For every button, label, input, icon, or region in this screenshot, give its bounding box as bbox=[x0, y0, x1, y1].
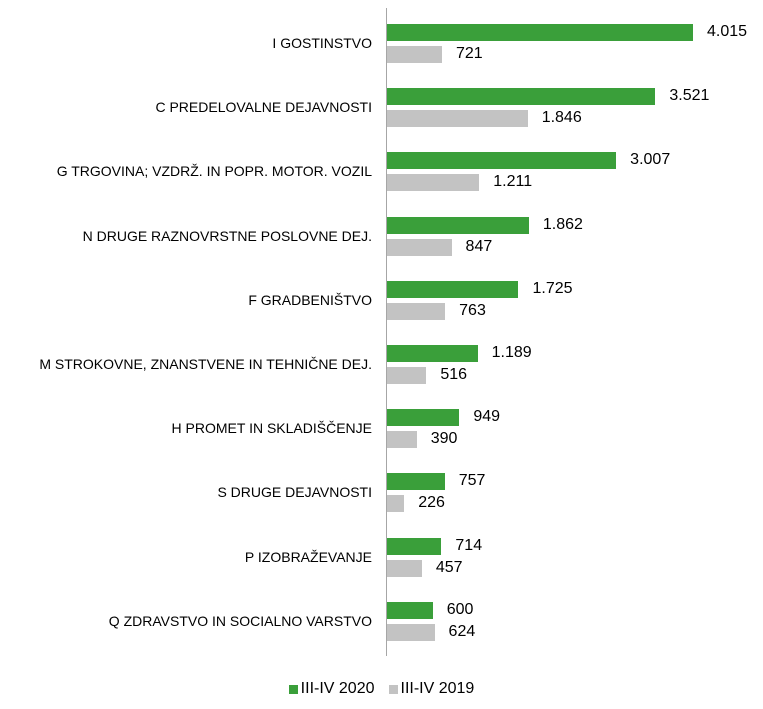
data-label: 516 bbox=[440, 366, 468, 383]
legend-label: III-IV 2019 bbox=[400, 680, 475, 697]
bar bbox=[387, 216, 529, 234]
bar bbox=[387, 302, 446, 320]
bar bbox=[387, 174, 480, 192]
category-label: I GOSTINSTVO bbox=[272, 35, 372, 51]
data-label: 390 bbox=[430, 430, 458, 448]
bar bbox=[387, 495, 405, 513]
bar bbox=[387, 537, 442, 555]
data-label: 600 bbox=[446, 600, 474, 618]
legend-label: III-IV 2020 bbox=[300, 680, 375, 697]
bar bbox=[387, 559, 422, 577]
data-label: 763 bbox=[459, 301, 486, 319]
legend-item: III-IV 2020 bbox=[288, 680, 375, 698]
data-label: 721 bbox=[455, 45, 483, 62]
category-label: G TRGOVINA; VZDRŽ. IN POPR. MOTOR. VOZIL bbox=[56, 163, 372, 180]
data-label: 1.846 bbox=[541, 109, 582, 127]
bar bbox=[387, 238, 452, 256]
bar bbox=[387, 345, 478, 362]
bar bbox=[387, 46, 442, 63]
data-label: 4.015 bbox=[707, 23, 748, 40]
bar bbox=[387, 623, 435, 641]
data-label: 624 bbox=[448, 622, 476, 640]
bar bbox=[387, 88, 656, 106]
data-label: 1.211 bbox=[493, 173, 533, 191]
category-label: P IZOBRAŽEVANJE bbox=[244, 548, 372, 565]
category-label: Q ZDRAVSTVO IN SOCIALNO VARSTVO bbox=[108, 612, 372, 629]
bar bbox=[387, 280, 519, 298]
category-label: H PROMET IN SKLADIŠČENJE bbox=[171, 420, 372, 437]
legend: III-IV 2020 III-IV 2019 bbox=[0, 680, 763, 698]
data-label: 714 bbox=[455, 536, 483, 554]
data-label: 949 bbox=[473, 408, 501, 426]
bar bbox=[387, 601, 433, 619]
category-label: F GRADBENIŠTVO bbox=[248, 291, 372, 308]
data-label: 457 bbox=[435, 558, 463, 576]
category-label: N DRUGE RAZNOVRSTNE POSLOVNE DEJ. bbox=[82, 227, 372, 244]
category-label: M STROKOVNE, ZNANSTVENE IN TEHNIČNE DEJ. bbox=[39, 356, 372, 372]
bar bbox=[387, 110, 528, 128]
data-label: 757 bbox=[458, 472, 486, 490]
data-label: 3.007 bbox=[630, 151, 671, 169]
category-label: S DRUGE DEJAVNOSTI bbox=[217, 484, 372, 501]
data-label: 3.521 bbox=[669, 87, 710, 105]
data-label: 1.862 bbox=[542, 215, 583, 233]
bar bbox=[387, 367, 427, 384]
bar bbox=[387, 409, 460, 427]
legend-swatch bbox=[388, 684, 398, 694]
data-label: 226 bbox=[418, 494, 445, 512]
bar bbox=[387, 473, 445, 491]
data-label: 1.725 bbox=[532, 279, 573, 297]
bar bbox=[387, 24, 693, 41]
category-label: C PREDELOVALNE DEJAVNOSTI bbox=[155, 99, 372, 116]
bar bbox=[387, 431, 417, 449]
category-axis bbox=[386, 8, 387, 656]
data-label: 847 bbox=[465, 237, 493, 255]
legend-item: III-IV 2019 bbox=[388, 680, 475, 698]
bar bbox=[387, 152, 617, 170]
data-label: 1.189 bbox=[491, 344, 532, 361]
legend-swatch bbox=[288, 684, 298, 694]
